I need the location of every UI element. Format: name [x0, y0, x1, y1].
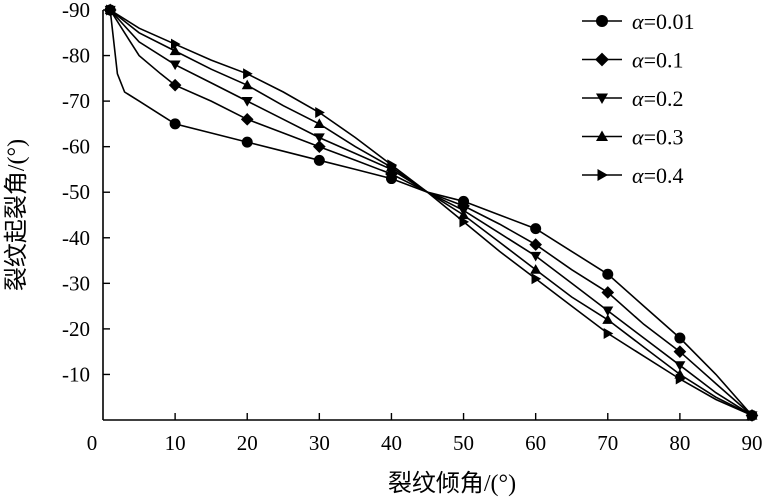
data-point	[243, 68, 253, 80]
data-point	[315, 107, 325, 118]
y-tick-label: -30	[62, 271, 90, 295]
data-point	[387, 159, 397, 171]
x-tick-label: 10	[165, 431, 186, 455]
y-tick-label: -20	[62, 317, 90, 341]
legend-label: α=0.3	[632, 125, 683, 150]
series-5	[106, 4, 758, 421]
y-tick-label: -90	[62, 0, 90, 22]
y-tick-label: -40	[62, 226, 90, 250]
data-point	[169, 118, 181, 130]
data-point	[169, 60, 181, 71]
x-tick-label: 60	[525, 431, 546, 455]
data-point	[603, 327, 614, 339]
legend-item: α=0.1	[582, 48, 683, 73]
legend-label: α=0.01	[632, 9, 694, 34]
y-tick-label: -70	[62, 89, 90, 113]
series-line	[109, 9, 753, 416]
legend-value: =0.4	[644, 163, 684, 188]
legend: α=0.01α=0.1α=0.2α=0.3α=0.4	[582, 9, 694, 188]
data-point	[675, 373, 686, 385]
legend-marker	[596, 15, 608, 27]
legend-label: α=0.1	[632, 48, 683, 73]
legend-marker	[595, 52, 609, 67]
legend-label: α=0.2	[632, 86, 683, 111]
y-axis-ticks: -10 -20 -30 -40 -50 -60 -70 -80 -90	[62, 0, 110, 386]
data-point	[530, 264, 542, 274]
data-point	[458, 209, 470, 220]
data-point	[313, 133, 325, 144]
data-point	[674, 361, 686, 371]
x-tick-label: 70	[597, 431, 618, 455]
data-point	[241, 136, 253, 148]
x-axis-title: 裂纹倾角/(°)	[388, 470, 516, 497]
axes	[102, 10, 752, 421]
data-point	[602, 268, 614, 280]
y-tick-label: -10	[62, 362, 90, 386]
data-point	[168, 78, 182, 92]
legend-label: α=0.4	[632, 163, 683, 188]
data-point	[602, 306, 614, 317]
legend-value: =0.3	[644, 125, 684, 150]
legend-value: =0.2	[644, 86, 684, 111]
data-point	[674, 332, 686, 344]
data-point	[529, 238, 542, 251]
data-point	[673, 345, 687, 358]
data-point	[531, 273, 542, 285]
data-point	[530, 251, 542, 262]
data-point	[459, 216, 470, 228]
legend-marker	[597, 169, 608, 181]
series-line	[109, 9, 753, 417]
legend-value: =0.1	[644, 48, 684, 73]
legend-item: α=0.2	[582, 86, 683, 111]
y-tick-label: -80	[62, 44, 90, 68]
legend-item: α=0.3	[582, 125, 683, 150]
x-tick-label: 80	[669, 431, 690, 455]
data-point	[170, 38, 181, 50]
data-point	[530, 223, 542, 235]
data-point	[241, 96, 253, 107]
x-axis-ticks: 0 10 20 30 40 50 60 70 80 90	[87, 413, 763, 455]
data-point	[313, 154, 325, 166]
legend-symbol: α	[632, 86, 644, 111]
data-point	[601, 286, 615, 299]
legend-marker	[596, 93, 608, 104]
data-point	[602, 314, 614, 324]
data-point	[313, 118, 325, 129]
x-tick-label: 30	[309, 431, 330, 455]
legend-symbol: α	[632, 163, 644, 188]
legend-item: α=0.4	[582, 163, 683, 188]
x-tick-label: 50	[453, 431, 474, 455]
legend-symbol: α	[632, 125, 644, 150]
legend-symbol: α	[632, 48, 644, 73]
y-axis-title: 裂纹起裂角/(°)	[3, 139, 30, 291]
data-point	[169, 45, 181, 56]
x-tick-label: 20	[237, 431, 258, 455]
legend-item: α=0.01	[582, 9, 694, 34]
data-point	[240, 113, 254, 126]
legend-marker	[596, 130, 608, 141]
y-tick-label: -60	[62, 135, 90, 159]
series-layer	[103, 3, 759, 422]
x-tick-label: 0	[87, 431, 98, 455]
x-tick-label: 90	[742, 431, 763, 455]
legend-value: =0.01	[644, 9, 695, 34]
data-point	[241, 79, 253, 90]
legend-symbol: α	[632, 9, 644, 34]
data-point	[313, 140, 326, 153]
x-tick-label: 40	[381, 431, 402, 455]
y-tick-label: -50	[62, 180, 90, 204]
data-point	[106, 4, 116, 16]
